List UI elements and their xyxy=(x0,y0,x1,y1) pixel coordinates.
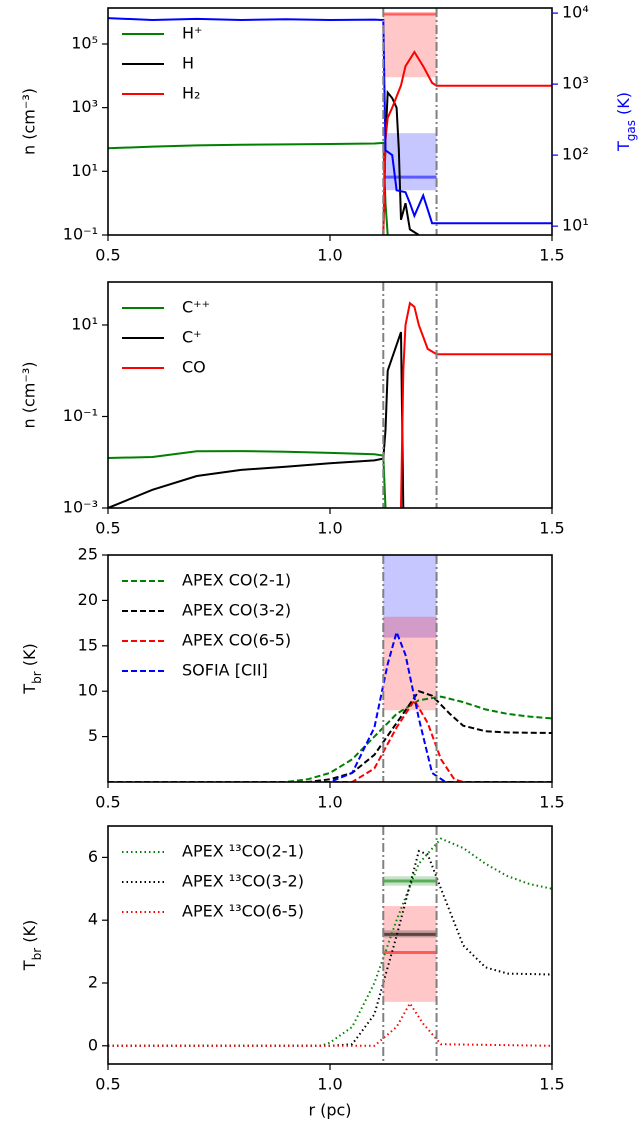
panel: 0.5 1.0 1.5 10⁻³ 10⁻¹ 10¹ n (cm⁻³) C⁺⁺ C⁺ CO xyxy=(20,281,565,538)
x-tick-label: 1.5 xyxy=(539,519,564,538)
x-tick-label: 1.5 xyxy=(539,793,564,812)
y-tick-label: 10⁻¹ xyxy=(63,406,98,425)
legend-label: H₂ xyxy=(182,84,200,103)
shaded-band xyxy=(383,616,437,711)
shaded-band xyxy=(383,14,437,78)
y-axis-label-part: (K) xyxy=(20,643,39,671)
x-tick-label: 1.5 xyxy=(539,1075,564,1094)
x-tick-label: 1.0 xyxy=(317,1075,342,1094)
legend-label: APEX CO(2-1) xyxy=(182,571,291,590)
y-axis-label: Tbr (K) xyxy=(20,920,44,971)
y2-axis-label-part: T xyxy=(614,141,633,152)
plot-area xyxy=(108,301,552,508)
y-tick-label: 15 xyxy=(78,635,98,654)
y-tick-label: 20 xyxy=(78,590,98,609)
y-axis-label-part: (K) xyxy=(20,920,39,948)
y-tick-label: 10⁵ xyxy=(71,33,98,52)
y-tick-label: 0 xyxy=(88,1035,98,1054)
series-line xyxy=(108,629,552,782)
axes-frame xyxy=(107,825,553,1065)
shaded-band xyxy=(383,133,437,191)
y-axis-label: n (cm⁻³) xyxy=(20,362,39,429)
y-axis-label-part: br xyxy=(30,948,44,961)
legend-label: C⁺⁺ xyxy=(182,298,210,317)
y-tick-label: 25 xyxy=(78,545,98,564)
series-line xyxy=(108,450,387,508)
legend-label: SOFIA [CII] xyxy=(182,661,268,680)
series-line xyxy=(108,837,552,1047)
series-line xyxy=(108,331,405,508)
y-axis-label: n (cm⁻³) xyxy=(20,88,39,155)
y-axis-label: Tbr (K) xyxy=(20,643,44,694)
y-tick-label: 6 xyxy=(88,847,98,866)
legend-label: H xyxy=(182,54,194,73)
x-axis-label: r (pc) xyxy=(308,1101,351,1120)
series-line xyxy=(108,695,552,782)
y-tick-label: 5 xyxy=(88,726,98,745)
y2-axis-label-part: gas xyxy=(624,120,638,141)
x-tick-label: 1.0 xyxy=(317,793,342,812)
x-tick-label: 1.5 xyxy=(539,246,564,265)
axes-frame xyxy=(107,7,553,236)
x-tick-label: 0.5 xyxy=(95,1075,120,1094)
y-tick-label: 10¹ xyxy=(71,314,98,333)
series-line xyxy=(108,849,552,1047)
panel: 0.5 1.0 1.5 5 10 15 20 25 Tbr (K) APEX CO(2-1) APE… xyxy=(20,545,565,812)
plot-area xyxy=(108,837,552,1047)
legend-label: APEX CO(6-5) xyxy=(182,631,291,650)
plot-area xyxy=(108,12,552,235)
x-tick-label: 1.0 xyxy=(317,246,342,265)
x-tick-label: 0.5 xyxy=(95,519,120,538)
y-tick-label: 10 xyxy=(78,681,98,700)
axes-frame xyxy=(107,281,553,509)
y-axis-label-part: T xyxy=(20,960,39,971)
y2-tick-label: 10⁴ xyxy=(562,3,589,22)
series-line xyxy=(108,698,552,782)
shaded-band xyxy=(383,555,437,638)
y-axis-label-part: br xyxy=(30,671,44,684)
legend-label: H⁺ xyxy=(182,24,202,43)
legend-label: APEX ¹³CO(6-5) xyxy=(182,902,304,921)
plot-area xyxy=(108,555,552,782)
y2-tick-label: 10² xyxy=(562,145,589,164)
y-tick-label: 10⁻¹ xyxy=(63,225,98,244)
y-tick-label: 10⁻³ xyxy=(63,498,98,517)
x-tick-label: 0.5 xyxy=(95,246,120,265)
series-line xyxy=(382,50,552,235)
y-tick-label: 4 xyxy=(88,910,98,929)
y2-tick-label: 10¹ xyxy=(562,216,589,235)
axes-frame xyxy=(107,554,553,783)
y2-axis-label-part: (K) xyxy=(614,92,633,120)
x-tick-label: 0.5 xyxy=(95,793,120,812)
series-line xyxy=(382,89,420,235)
y-tick-label: 10³ xyxy=(71,97,98,116)
y2-tick-label: 10³ xyxy=(562,74,589,93)
series-line xyxy=(108,17,552,225)
panel: 0.5 1.0 1.5 0 2 4 6 Tbr (K) r (pc) APEX ¹³CO(2-1)… xyxy=(20,825,565,1120)
x-tick-label: 1.0 xyxy=(317,519,342,538)
legend-label: APEX ¹³CO(3-2) xyxy=(182,872,304,891)
legend-label: CO xyxy=(182,358,206,377)
y2-axis-label: Tgas (K) xyxy=(614,92,638,152)
series-line xyxy=(108,690,552,782)
legend-label: C⁺ xyxy=(182,328,202,347)
y-axis-label-part: T xyxy=(20,684,39,695)
series-line xyxy=(108,141,389,235)
series-line xyxy=(108,1001,552,1047)
panel: 0.5 1.0 1.5 10⁻¹ 10¹ 10³ 10⁵ 10¹ 10² 10³ 10⁴ Tgas (… xyxy=(20,3,638,265)
legend-label: APEX ¹³CO(2-1) xyxy=(182,842,304,861)
y-tick-label: 2 xyxy=(88,972,98,991)
y-tick-label: 10¹ xyxy=(71,161,98,180)
legend-label: APEX CO(3-2) xyxy=(182,601,291,620)
series-line xyxy=(400,301,552,508)
